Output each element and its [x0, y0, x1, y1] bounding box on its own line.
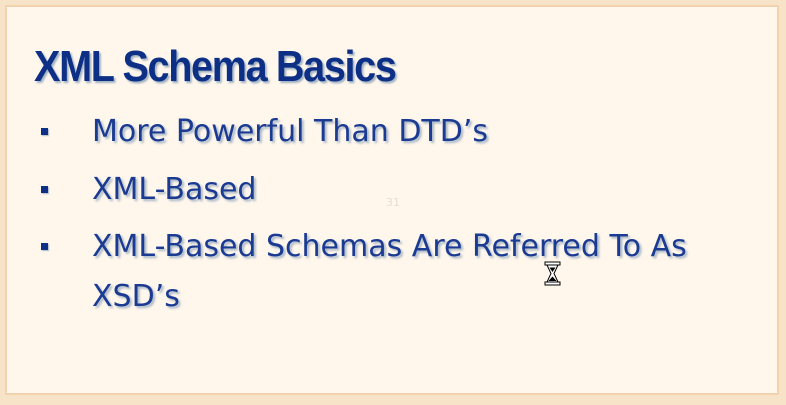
bullet-text: More Powerful Than DTD’s — [92, 114, 489, 149]
bullet-list: More Powerful Than DTD’s XML-Based XML-B… — [7, 7, 777, 393]
square-bullet-icon — [41, 243, 48, 250]
bullet-text: XML-Based — [92, 172, 257, 207]
hourglass-icon — [544, 261, 561, 286]
slide-title: XML Schema Basics — [34, 42, 397, 91]
bullet-text: XML-Based Schemas Are Referred To As XSD… — [92, 229, 687, 314]
slide: XML Schema Basics More Powerful Than DTD… — [5, 5, 779, 395]
square-bullet-icon — [41, 186, 48, 193]
square-bullet-icon — [41, 128, 48, 135]
faint-page-number: 31 — [386, 196, 400, 209]
